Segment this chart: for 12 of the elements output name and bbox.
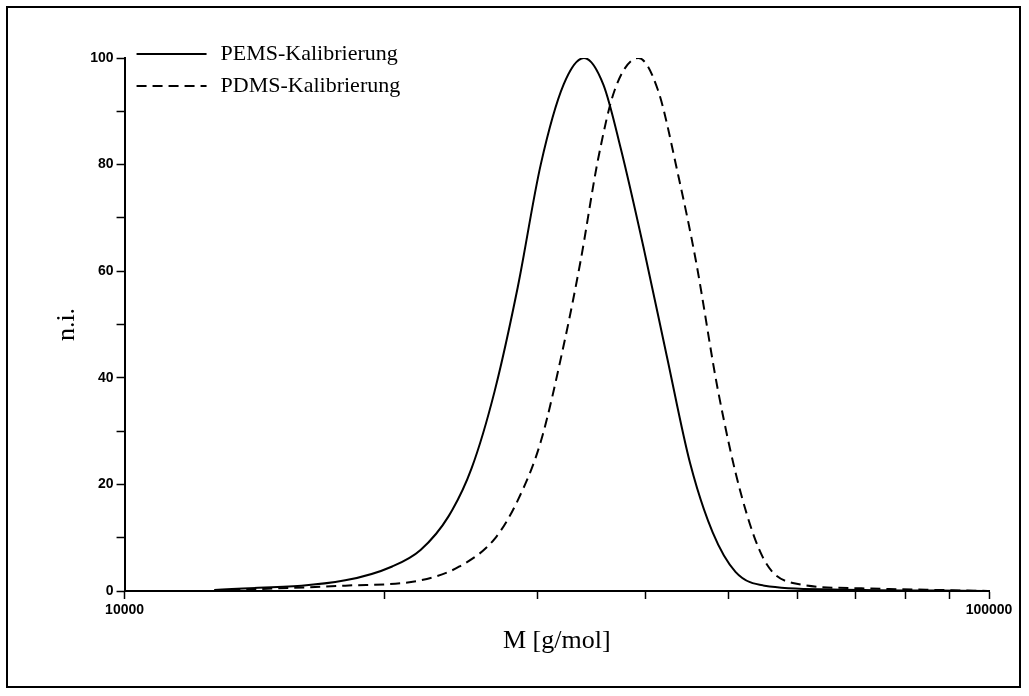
y-axis-title: n.i. bbox=[51, 307, 81, 342]
y-tick-label: 20 bbox=[97, 475, 114, 492]
x-tick-label: 100000 bbox=[965, 601, 1013, 618]
legend-label: PEMS-Kalibrierung bbox=[220, 39, 398, 65]
y-tick-label: 40 bbox=[97, 368, 114, 385]
y-tick-label: 60 bbox=[97, 262, 114, 279]
y-tick-label: 0 bbox=[105, 581, 114, 598]
legend-label: PDMS-Kalibrierung bbox=[220, 71, 401, 97]
x-axis-title: M [g/mol] bbox=[502, 625, 611, 655]
y-tick-label: 80 bbox=[97, 155, 114, 172]
y-tick-label: 100 bbox=[90, 48, 114, 65]
x-tick-label: 10000 bbox=[105, 601, 145, 618]
